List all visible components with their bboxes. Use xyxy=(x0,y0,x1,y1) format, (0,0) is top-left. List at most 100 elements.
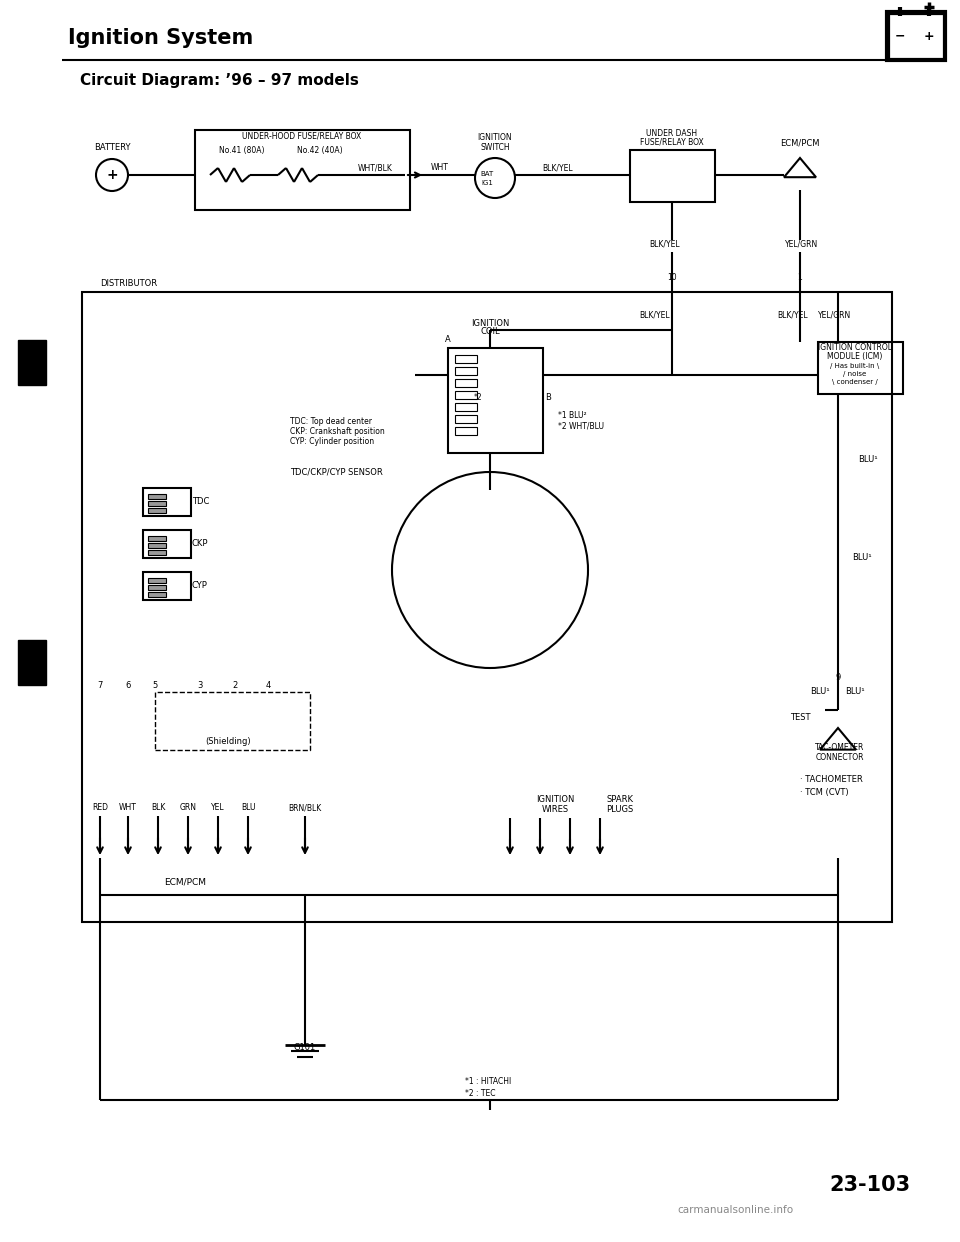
Text: COIL: COIL xyxy=(480,328,500,337)
Text: YEL/GRN: YEL/GRN xyxy=(818,310,852,319)
Text: IGNITION: IGNITION xyxy=(470,318,509,328)
Text: BLU¹: BLU¹ xyxy=(858,456,877,465)
Bar xyxy=(455,379,477,388)
Text: IGNITION: IGNITION xyxy=(536,795,574,805)
Text: G101: G101 xyxy=(294,1043,316,1052)
Text: BLU: BLU xyxy=(241,804,255,812)
Text: BLK/YEL: BLK/YEL xyxy=(639,310,670,319)
Text: YEL: YEL xyxy=(211,804,225,812)
Text: SWITCH: SWITCH xyxy=(480,143,510,152)
Text: +: + xyxy=(107,168,118,183)
Bar xyxy=(148,578,166,582)
Text: +: + xyxy=(924,30,934,42)
Text: BLK/YEL: BLK/YEL xyxy=(542,164,573,173)
Bar xyxy=(143,573,191,600)
Text: TEST: TEST xyxy=(790,713,810,723)
Text: SPARK: SPARK xyxy=(607,795,634,805)
Text: TDC: TDC xyxy=(192,498,209,507)
Polygon shape xyxy=(820,728,856,750)
Text: 10: 10 xyxy=(667,273,677,282)
Text: 3: 3 xyxy=(198,681,203,689)
Bar xyxy=(18,340,46,385)
Bar xyxy=(818,342,903,394)
Text: WHT: WHT xyxy=(431,164,449,173)
Circle shape xyxy=(96,159,128,191)
Text: YEL/GRN: YEL/GRN xyxy=(785,240,819,248)
Bar xyxy=(455,366,477,375)
Text: / noise: / noise xyxy=(844,371,867,378)
Bar xyxy=(18,640,46,686)
Text: 6: 6 xyxy=(126,681,131,689)
Bar xyxy=(448,348,543,453)
Text: BATTERY: BATTERY xyxy=(94,144,131,153)
Text: MODULE (ICM): MODULE (ICM) xyxy=(828,353,882,361)
Text: DISTRIBUTOR: DISTRIBUTOR xyxy=(100,278,157,287)
Polygon shape xyxy=(784,158,816,178)
Bar xyxy=(455,427,477,435)
Text: TDC: Top dead center: TDC: Top dead center xyxy=(290,417,372,426)
Text: −: − xyxy=(895,30,905,42)
Bar xyxy=(148,543,166,548)
Text: *2: *2 xyxy=(473,394,482,402)
Text: FUSE/RELAY BOX: FUSE/RELAY BOX xyxy=(640,138,704,147)
Text: CKP: Crankshaft position: CKP: Crankshaft position xyxy=(290,427,385,436)
Bar xyxy=(455,391,477,399)
Text: PLUGS: PLUGS xyxy=(607,806,634,815)
Bar xyxy=(143,530,191,558)
Text: BLK/YEL: BLK/YEL xyxy=(650,240,681,248)
Text: Circuit Diagram: ’96 – 97 models: Circuit Diagram: ’96 – 97 models xyxy=(80,72,359,87)
Text: 1: 1 xyxy=(798,273,803,282)
Text: No.41 (80A): No.41 (80A) xyxy=(219,145,265,154)
Text: CYP: Cylinder position: CYP: Cylinder position xyxy=(290,437,374,447)
Text: \ condenser /: \ condenser / xyxy=(832,379,877,385)
Text: ECM/PCM: ECM/PCM xyxy=(164,878,206,887)
Text: Ignition System: Ignition System xyxy=(68,29,253,48)
Text: No.42 (40A): No.42 (40A) xyxy=(298,145,343,154)
Text: UNDER-HOOD FUSE/RELAY BOX: UNDER-HOOD FUSE/RELAY BOX xyxy=(242,132,362,140)
Text: · TACHOMETER: · TACHOMETER xyxy=(800,775,863,785)
Text: BLU¹: BLU¹ xyxy=(810,688,829,697)
Text: WIRES: WIRES xyxy=(541,806,568,815)
Text: BLK: BLK xyxy=(151,804,165,812)
Text: CKP: CKP xyxy=(192,539,208,549)
Bar xyxy=(82,292,892,922)
Text: RED: RED xyxy=(92,804,108,812)
Text: / Has built-in \: / Has built-in \ xyxy=(830,363,879,369)
Text: A: A xyxy=(445,335,451,344)
Text: BAT: BAT xyxy=(480,171,493,178)
Text: CONNECTOR: CONNECTOR xyxy=(816,753,864,761)
Bar xyxy=(148,585,166,590)
Text: *1 : HITACHI: *1 : HITACHI xyxy=(465,1078,512,1087)
Text: IG1: IG1 xyxy=(481,180,492,186)
Bar xyxy=(148,550,166,555)
Text: 5: 5 xyxy=(153,681,157,689)
Bar xyxy=(455,402,477,411)
Bar xyxy=(148,494,166,499)
Text: CYP: CYP xyxy=(192,581,208,590)
Text: *2 WHT/BLU: *2 WHT/BLU xyxy=(558,421,604,431)
Text: · TCM (CVT): · TCM (CVT) xyxy=(800,787,849,796)
Text: carmanualsonline.info: carmanualsonline.info xyxy=(677,1205,793,1215)
Bar xyxy=(155,692,310,750)
Text: 4: 4 xyxy=(265,681,271,689)
Text: ECM/PCM: ECM/PCM xyxy=(780,139,820,148)
Bar xyxy=(143,488,191,515)
Text: IGNITION CONTROL: IGNITION CONTROL xyxy=(818,344,892,353)
Text: BLK/YEL: BLK/YEL xyxy=(778,310,808,319)
Bar xyxy=(195,130,410,210)
Text: (Shielding): (Shielding) xyxy=(205,738,251,746)
Text: 23-103: 23-103 xyxy=(829,1175,911,1195)
Text: 2: 2 xyxy=(232,681,238,689)
Circle shape xyxy=(392,472,588,668)
Text: WHT: WHT xyxy=(119,804,137,812)
Text: *1 BLU²: *1 BLU² xyxy=(558,411,587,420)
Text: *2 : TEC: *2 : TEC xyxy=(465,1089,495,1098)
Bar xyxy=(887,12,945,60)
Text: 7: 7 xyxy=(97,681,103,689)
Text: B: B xyxy=(545,394,551,402)
Bar xyxy=(455,415,477,424)
Text: UNDER DASH: UNDER DASH xyxy=(646,128,698,138)
Circle shape xyxy=(475,158,515,197)
Bar xyxy=(148,508,166,513)
Text: BLU¹: BLU¹ xyxy=(852,554,872,563)
